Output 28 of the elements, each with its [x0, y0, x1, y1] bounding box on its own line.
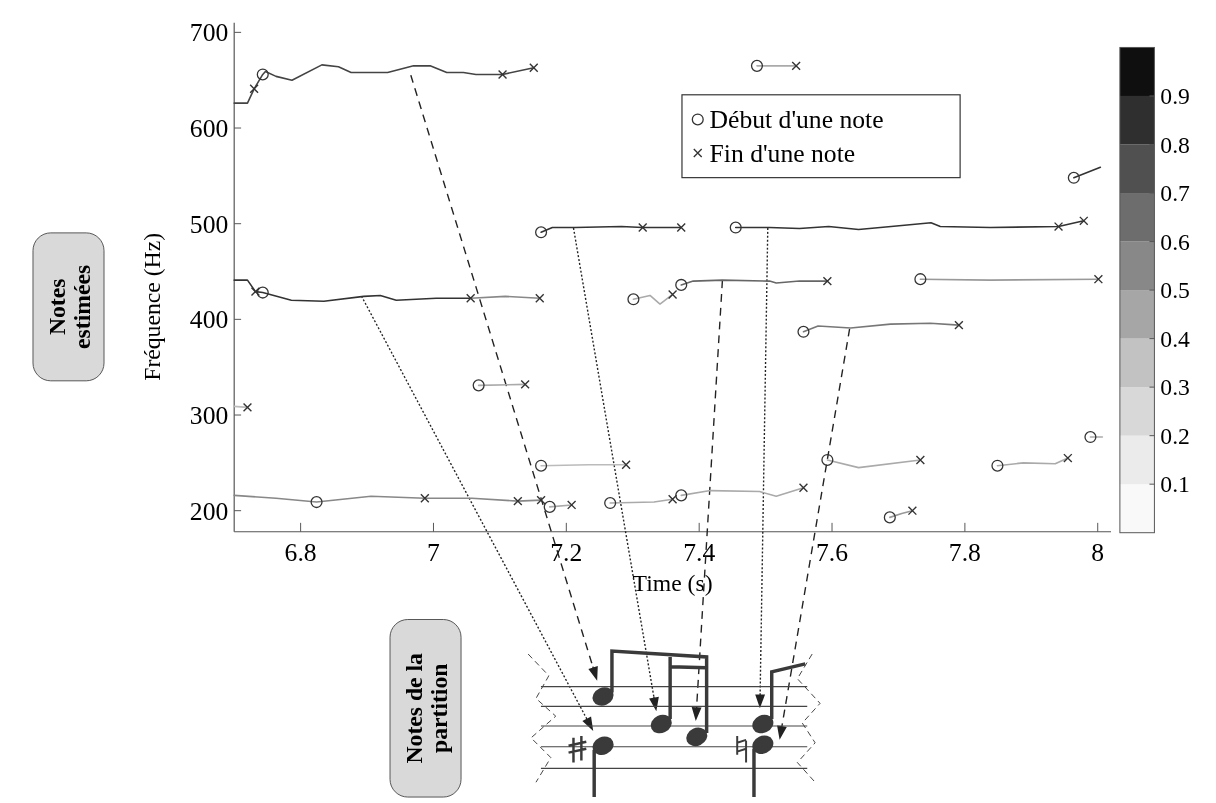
color-bar-label: 0.2	[1160, 422, 1190, 449]
color-bar-label: 0.1	[1160, 471, 1190, 498]
x-tick-label: 6.8	[284, 538, 317, 568]
text: Notes de la partition	[400, 652, 453, 764]
x-tick-label: 7.6	[816, 538, 849, 568]
y-axis-title: Fréquence (Hz)	[139, 232, 166, 381]
y-tick-label: 500	[189, 209, 229, 239]
color-bar-label: 0.6	[1160, 228, 1191, 255]
x-tick-label: 7.8	[948, 538, 981, 568]
y-tick-label: 300	[189, 400, 229, 430]
x-axis-title: Time (s)	[632, 569, 713, 596]
y-tick-label: 400	[189, 305, 229, 335]
color-bar-label: 0.9	[1160, 83, 1190, 110]
x-tick-label: 7.4	[683, 538, 716, 568]
y-tick-label: 600	[189, 114, 229, 143]
color-bar-label: 0.5	[1160, 277, 1190, 304]
legend-label: Début d'une note	[709, 105, 884, 135]
color-bar-label: 0.4	[1160, 325, 1191, 352]
y-tick-label: 700	[189, 18, 229, 48]
legend-label: Fin d'une note	[709, 138, 856, 168]
x-tick-label: 8	[1091, 538, 1105, 568]
y-tick-label: 200	[189, 496, 229, 526]
x-tick-label: 7	[427, 538, 441, 568]
text: Notes estimées	[43, 264, 96, 349]
color-bar-label: 0.3	[1160, 374, 1190, 401]
x-tick-label: 7.2	[550, 538, 583, 568]
color-bar-label: 0.8	[1160, 131, 1190, 158]
color-bar-label: 0.7	[1160, 180, 1191, 207]
